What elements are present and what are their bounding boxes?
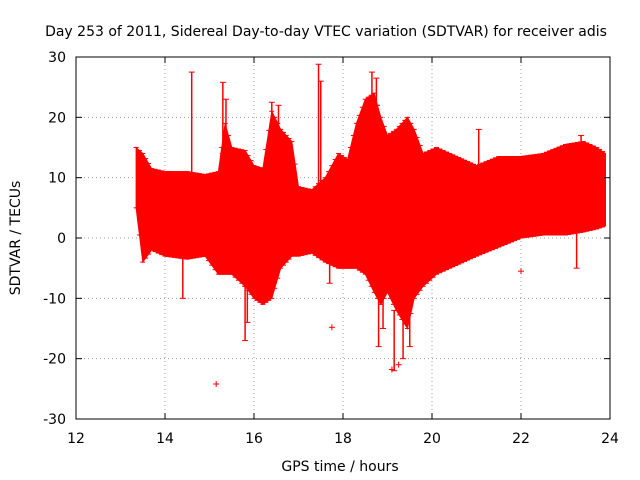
y-tick-label: -30 [43,412,66,428]
y-tick-label: -10 [43,291,66,307]
y-tick-label: -20 [43,352,66,368]
y-tick-label: 20 [48,110,66,126]
x-tick-label: 20 [423,431,441,447]
x-tick-label: 12 [67,431,85,447]
y-axis-label: SDTVAR / TECUs [8,181,24,296]
chart-title: Day 253 of 2011, Sidereal Day-to-day VTE… [45,24,607,40]
axes: 12 14 16 18 20 22 24 -30 -20 -10 0 10 20 30 [43,50,619,447]
x-tick-label: 16 [245,431,263,447]
x-tick-label: 18 [334,431,352,447]
y-tick-label: 30 [48,50,66,66]
y-tick-label: 0 [57,231,66,247]
x-tick-label: 14 [156,431,174,447]
x-tick-label: 24 [601,431,619,447]
x-tick-label: 22 [512,431,530,447]
data-series [133,63,606,388]
x-axis-label: GPS time / hours [281,459,398,475]
y-tick-label: 10 [48,171,66,187]
